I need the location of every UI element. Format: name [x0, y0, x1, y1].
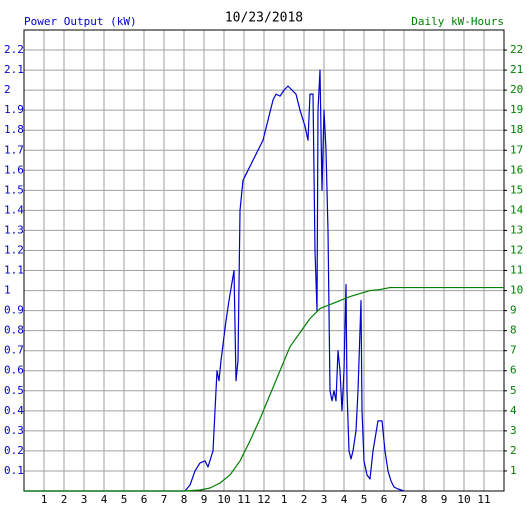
y-tick-label: 2.1	[4, 63, 24, 76]
series-line	[24, 286, 504, 492]
y-tick-label: 1.2	[4, 243, 24, 256]
y2-tick-label: 21	[510, 63, 523, 76]
y2-tick-label: 22	[510, 43, 523, 56]
x-tick-label: 7	[161, 493, 168, 506]
y2-tick-label: 3	[510, 424, 517, 437]
y2-tick-label: 15	[510, 183, 523, 196]
x-tick-label: 2	[301, 493, 308, 506]
x-tick-label: 11	[477, 493, 490, 506]
y2-tick-label: 2	[510, 444, 517, 457]
y-tick-label: 0.9	[4, 304, 24, 317]
x-tick-label: 7	[401, 493, 408, 506]
y2-tick-label: 8	[510, 324, 517, 337]
x-tick-label: 1	[281, 493, 288, 506]
y2-tick-label: 11	[510, 264, 523, 277]
y2-tick-label: 12	[510, 243, 523, 256]
x-tick-label: 1	[41, 493, 48, 506]
y-tick-label: 1.3	[4, 223, 24, 236]
y-tick-label: 2	[4, 83, 11, 96]
x-tick-label: 3	[321, 493, 328, 506]
x-tick-label: 5	[121, 493, 128, 506]
x-tick-label: 12	[257, 493, 270, 506]
y2-tick-label: 5	[510, 384, 517, 397]
y-tick-label: 1.4	[4, 203, 24, 216]
y2-tick-label: 17	[510, 143, 523, 156]
y-tick-label: 0.8	[4, 324, 24, 337]
x-tick-label: 10	[217, 493, 230, 506]
y-tick-label: 1.9	[4, 103, 24, 116]
y-tick-label: 0.3	[4, 424, 24, 437]
x-tick-label: 4	[101, 493, 108, 506]
y2-tick-label: 18	[510, 123, 523, 136]
x-tick-label: 6	[381, 493, 388, 506]
x-tick-label: 2	[61, 493, 68, 506]
x-tick-label: 5	[361, 493, 368, 506]
left-axis-title: Power Output (kW)	[24, 15, 137, 28]
y-tick-label: 0.6	[4, 364, 24, 377]
y-tick-label: 1.5	[4, 183, 24, 196]
y2-tick-label: 7	[510, 344, 517, 357]
y2-tick-label: 9	[510, 304, 517, 317]
x-tick-label: 6	[141, 493, 148, 506]
chart-title: 10/23/2018	[225, 11, 303, 26]
plot-border	[23, 29, 505, 492]
y-tick-label: 1.8	[4, 123, 24, 136]
y2-tick-label: 6	[510, 364, 517, 377]
y-tick-label: 0.7	[4, 344, 24, 357]
x-tick-label: 4	[341, 493, 348, 506]
y-tick-label: 0.2	[4, 444, 24, 457]
y-tick-label: 0.1	[4, 464, 24, 477]
y2-tick-label: 14	[510, 203, 524, 216]
y2-tick-label: 16	[510, 163, 523, 176]
y-tick-label: 1.7	[4, 143, 24, 156]
x-tick-label: 10	[457, 493, 470, 506]
y-tick-label: 2.2	[4, 43, 24, 56]
x-tick-label: 8	[181, 493, 188, 506]
x-tick-label: 8	[421, 493, 428, 506]
y2-tick-label: 10	[510, 284, 523, 297]
x-tick-label: 11	[237, 493, 250, 506]
y-tick-label: 1.1	[4, 264, 24, 277]
y2-tick-label: 1	[510, 464, 517, 477]
y-tick-label: 0.4	[4, 404, 24, 417]
y-tick-label: 1.6	[4, 163, 24, 176]
y-tick-label: 0.5	[4, 384, 24, 397]
x-tick-label: 9	[201, 493, 208, 506]
y2-tick-label: 13	[510, 223, 523, 236]
x-tick-label: 3	[81, 493, 88, 506]
y2-tick-label: 19	[510, 103, 523, 116]
y-tick-label: 1	[4, 284, 11, 297]
y2-tick-label: 4	[510, 404, 517, 417]
series-line	[24, 69, 405, 492]
x-tick-label: 9	[441, 493, 448, 506]
y2-tick-label: 20	[510, 83, 523, 96]
right-axis-title: Daily kW-Hours	[411, 15, 504, 28]
